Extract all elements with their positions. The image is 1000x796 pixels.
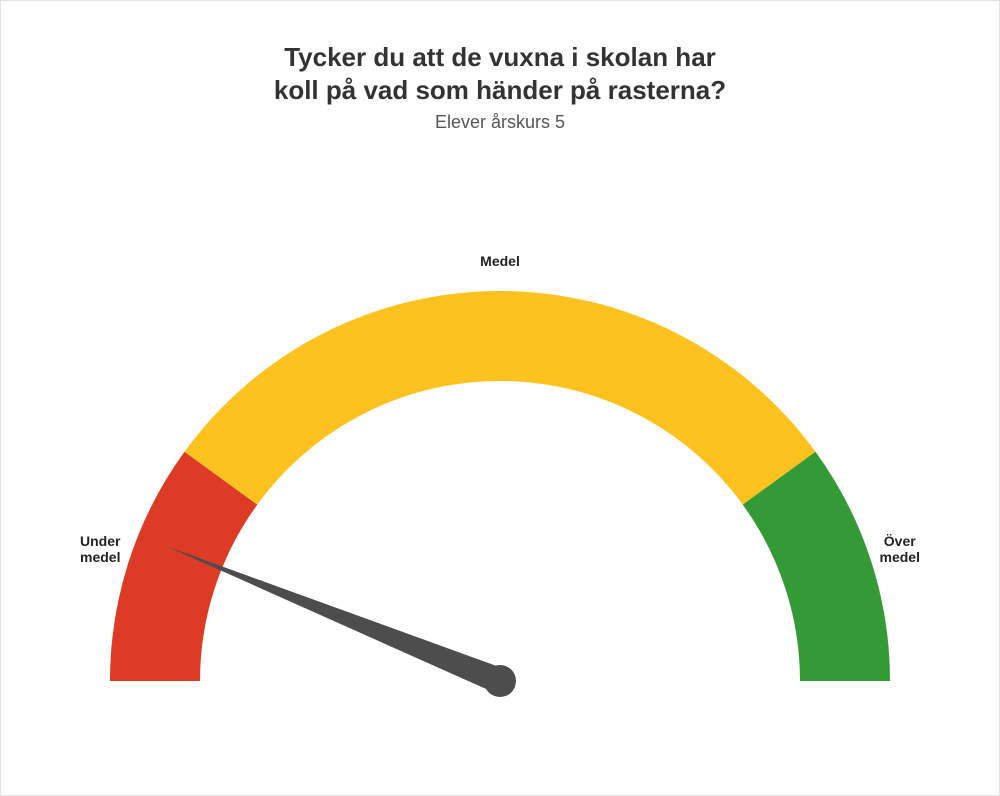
gauge-segment <box>184 291 815 505</box>
gauge-chart: Under medel Medel Över medel <box>80 211 920 731</box>
gauge-svg <box>80 211 920 731</box>
title-line-1: Tycker du att de vuxna i skolan har <box>1 41 999 74</box>
gauge-needle <box>166 546 505 693</box>
title-line-2: koll på vad som händer på rasterna? <box>1 74 999 107</box>
segment-label-medel: Medel <box>480 253 520 269</box>
subtitle: Elever årskurs 5 <box>1 112 999 133</box>
chart-frame: { "title": { "line1": "Tycker du att de … <box>0 0 1000 796</box>
segment-label-over-medel: Över medel <box>880 533 920 565</box>
title-block: Tycker du att de vuxna i skolan har koll… <box>1 41 999 133</box>
segment-label-under-medel: Under medel <box>80 533 120 565</box>
gauge-pivot <box>484 665 516 697</box>
